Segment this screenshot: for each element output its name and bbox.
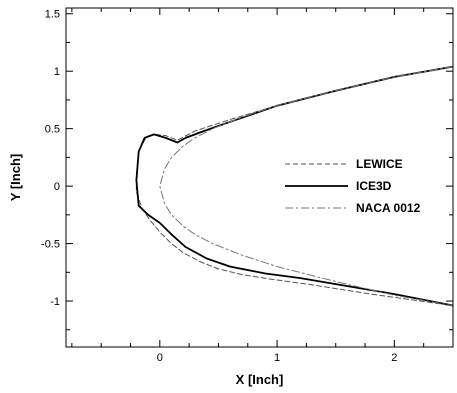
x-tick-label: 0	[157, 352, 163, 364]
x-tick-label: 2	[391, 352, 397, 364]
y-tick-label: 1	[54, 66, 60, 78]
legend-label-naca-0012: NACA 0012	[356, 201, 421, 215]
y-tick-label: 0.5	[45, 124, 60, 136]
legend-label-ice3d: ICE3D	[356, 179, 392, 193]
y-axis-title: Y [Inch]	[8, 154, 23, 201]
plot-lines	[135, 65, 453, 307]
legend: LEWICE ICE3D NACA 0012	[285, 157, 421, 215]
tick-labels: 0 1 2 -1 -0.5 0 0.5 1 1.5	[41, 9, 397, 364]
x-tick-label: 1	[274, 352, 280, 364]
y-tick-label: 0	[54, 181, 60, 193]
y-tick-label: -1	[50, 296, 60, 308]
plot-frame	[65, 7, 454, 348]
x-axis-title: X [Inch]	[236, 372, 284, 387]
series-line-lewice	[135, 66, 453, 307]
axis-ticks	[66, 8, 454, 347]
legend-label-lewice: LEWICE	[356, 157, 403, 171]
y-tick-label: 1.5	[45, 9, 60, 21]
y-tick-label: -0.5	[41, 239, 60, 251]
series-line-naca-0012	[159, 66, 453, 307]
